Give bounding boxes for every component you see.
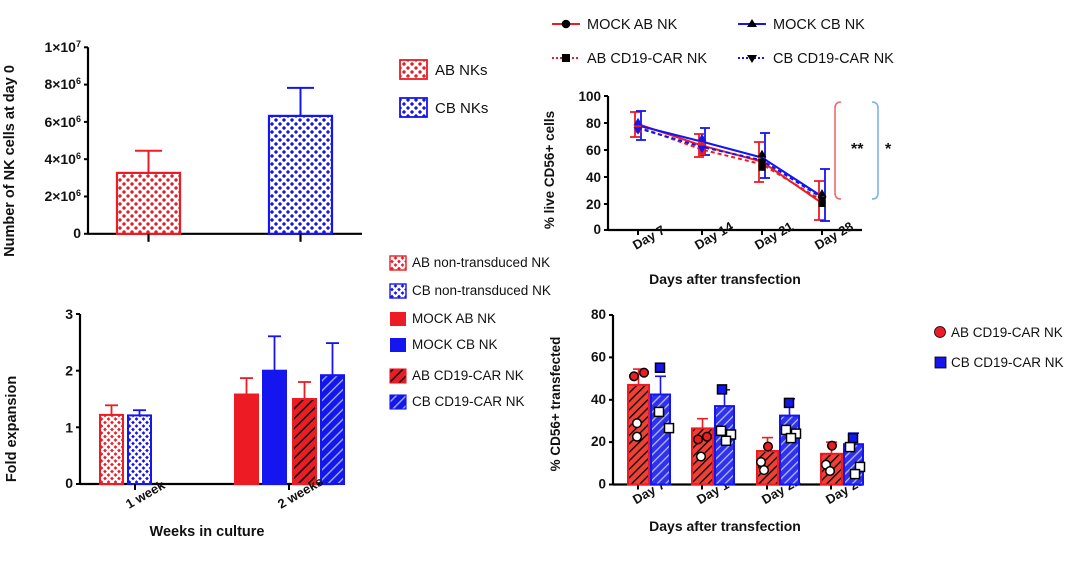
svg-text:MOCK CB NK: MOCK CB NK <box>412 337 498 352</box>
svg-text:*: * <box>885 141 892 158</box>
svg-text:0: 0 <box>73 225 81 241</box>
svg-text:3: 3 <box>65 306 73 322</box>
svg-text:Weeks in culture: Weeks in culture <box>150 524 265 540</box>
svg-text:Day 28: Day 28 <box>812 219 856 253</box>
svg-text:CB non-transduced NK: CB non-transduced NK <box>412 283 551 298</box>
svg-text:MOCK AB NK: MOCK AB NK <box>412 311 496 326</box>
svg-text:**: ** <box>851 141 864 158</box>
svg-text:Day 14: Day 14 <box>692 218 736 252</box>
svg-text:20: 20 <box>591 434 606 449</box>
svg-text:0: 0 <box>593 222 601 237</box>
svg-text:CB CD19-CAR NK: CB CD19-CAR NK <box>412 394 525 409</box>
svg-text:Fold expansion: Fold expansion <box>4 376 20 482</box>
svg-text:4×106: 4×106 <box>44 151 81 167</box>
svg-text:60: 60 <box>586 143 601 158</box>
svg-text:CB NKs: CB NKs <box>435 100 488 117</box>
svg-text:2×106: 2×106 <box>44 188 81 204</box>
svg-text:AB CD19-CAR NK: AB CD19-CAR NK <box>587 51 707 67</box>
svg-text:Day 21: Day 21 <box>752 219 796 253</box>
svg-text:AB CD19-CAR NK: AB CD19-CAR NK <box>951 325 1063 340</box>
svg-text:40: 40 <box>586 170 601 185</box>
svg-text:AB non-transduced NK: AB non-transduced NK <box>412 255 550 270</box>
svg-text:100: 100 <box>578 89 601 104</box>
svg-text:0: 0 <box>598 477 606 492</box>
svg-text:8×106: 8×106 <box>44 76 81 92</box>
svg-text:20: 20 <box>586 197 601 212</box>
svg-text:0: 0 <box>65 475 73 491</box>
svg-text:Days after transfection: Days after transfection <box>649 271 801 287</box>
svg-text:% CD56+ transfected: % CD56+ transfected <box>548 337 563 472</box>
svg-text:MOCK CB NK: MOCK CB NK <box>773 17 865 33</box>
svg-text:1: 1 <box>65 419 73 435</box>
svg-text:60: 60 <box>591 349 606 364</box>
svg-text:% live CD56+ cells: % live CD56+ cells <box>542 111 557 229</box>
svg-text:MOCK AB NK: MOCK AB NK <box>587 17 678 33</box>
svg-text:Day 7: Day 7 <box>630 222 668 252</box>
svg-text:6×106: 6×106 <box>44 114 81 130</box>
svg-text:Number of NK cells at day 0: Number of NK cells at day 0 <box>2 65 18 257</box>
svg-text:Days after transfection: Days after transfection <box>649 518 801 534</box>
svg-text:80: 80 <box>586 116 601 131</box>
svg-text:AB NKs: AB NKs <box>435 62 488 79</box>
svg-text:CB CD19-CAR NK: CB CD19-CAR NK <box>773 51 894 67</box>
svg-text:40: 40 <box>591 392 606 407</box>
svg-text:2: 2 <box>65 363 73 379</box>
svg-text:AB CD19-CAR NK: AB CD19-CAR NK <box>412 368 524 383</box>
svg-text:80: 80 <box>591 307 606 322</box>
svg-text:CB CD19-CAR NK: CB CD19-CAR NK <box>951 355 1064 370</box>
svg-text:1×107: 1×107 <box>44 39 81 55</box>
